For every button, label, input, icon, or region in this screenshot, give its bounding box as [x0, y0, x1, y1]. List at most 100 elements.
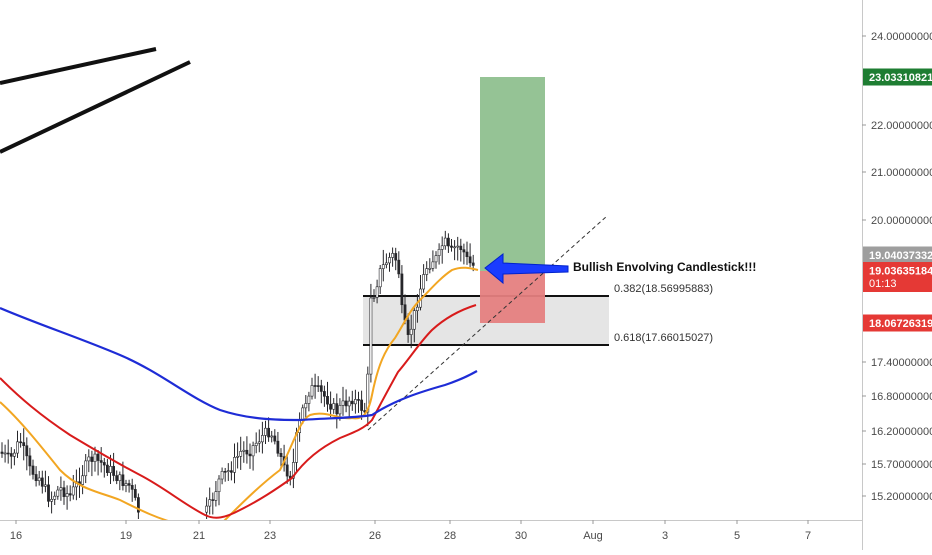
- candle-body: [133, 489, 137, 498]
- candle-body: [468, 256, 472, 264]
- candle-body: [6, 452, 10, 455]
- candle-body: [465, 251, 469, 258]
- candle-body: [437, 249, 441, 256]
- candle-body: [217, 478, 221, 492]
- candle-body: [40, 477, 44, 487]
- candle-body: [13, 452, 16, 457]
- candle-body: [279, 452, 283, 457]
- candle-body: [43, 484, 47, 487]
- trend-line: [0, 60, 191, 154]
- price-tick-label: 16.80000000: [871, 391, 932, 403]
- dashed-trend-line: [367, 215, 608, 431]
- candle-body: [381, 264, 385, 269]
- candle-body: [239, 451, 243, 457]
- candle-body: [3, 452, 7, 455]
- time-tick-label: Aug: [583, 530, 603, 542]
- candle-body: [0, 451, 4, 454]
- candle-body: [335, 403, 339, 415]
- candle-body: [360, 399, 364, 411]
- candle-body: [310, 385, 314, 397]
- candle-body: [378, 268, 382, 288]
- candle-body: [71, 486, 75, 496]
- candle-body: [220, 471, 224, 480]
- candle-body: [124, 483, 128, 487]
- candle-body: [471, 262, 475, 266]
- candle-body: [391, 253, 395, 258]
- candle-body: [353, 399, 357, 405]
- moving-average-slow: [0, 306, 478, 422]
- candle-body: [127, 483, 131, 486]
- candle-body: [440, 245, 444, 250]
- price-badge: [863, 68, 932, 86]
- candle-body: [459, 245, 463, 250]
- candle-body: [285, 464, 289, 477]
- candle-body: [233, 457, 236, 473]
- candle-body: [245, 449, 249, 455]
- candle-body: [81, 475, 85, 485]
- annotation-layer: Bullish Envolving Candlestick!!!: [484, 252, 756, 285]
- price-badge-label: 23.03310821: [869, 72, 932, 84]
- candle-body: [357, 399, 360, 401]
- price-axis: 24.00000000 22.00000000 21.00000000 20.0000…: [862, 0, 932, 550]
- candle-body: [115, 475, 119, 481]
- candle-body: [93, 453, 97, 462]
- candle-body: [254, 442, 258, 446]
- candle-body: [34, 474, 38, 482]
- candle-body: [99, 460, 103, 463]
- candle-body: [443, 237, 447, 247]
- candle-body: [415, 306, 419, 312]
- time-axis: 16 19 21 23 26 28 30 Aug 3 5 7: [0, 520, 862, 542]
- candle-body: [341, 400, 345, 406]
- candle-body: [422, 274, 426, 290]
- candle-body: [47, 484, 50, 502]
- candle-body: [226, 470, 230, 472]
- fib-level-label: 0.618(17.66015027): [614, 332, 713, 344]
- zones-layer: 0.382(18.56995883) 0.618(17.66015027): [363, 77, 713, 346]
- candle-body: [267, 427, 271, 438]
- candle-body: [106, 464, 109, 473]
- candle-body: [65, 493, 69, 497]
- moving-averages-layer: [0, 266, 479, 526]
- candle-body: [236, 456, 240, 458]
- candle-body: [251, 445, 255, 457]
- candle-body: [56, 489, 60, 497]
- candle-body: [90, 456, 94, 462]
- candle-body: [130, 485, 134, 490]
- candle-body: [270, 435, 274, 438]
- time-tick-label: 21: [193, 530, 205, 542]
- candle-body: [456, 245, 460, 248]
- time-tick-label: 23: [264, 530, 276, 542]
- candle-body: [9, 453, 13, 457]
- candle-body: [208, 499, 212, 507]
- price-tick-label: 20.00000000: [871, 215, 932, 227]
- candle-body: [211, 499, 215, 501]
- candle-body: [446, 237, 450, 247]
- price-badge-label: 19.04037332: [869, 250, 932, 262]
- annotation-arrow: [484, 252, 569, 285]
- candle-body: [329, 403, 333, 410]
- candle-body: [322, 391, 326, 397]
- candle-body: [84, 460, 88, 477]
- candle-body: [25, 445, 29, 457]
- candle-body: [369, 297, 373, 375]
- candle-body: [291, 462, 295, 479]
- candle-body: [59, 487, 63, 491]
- candle-body: [264, 427, 267, 436]
- time-tick-label: 7: [805, 530, 811, 542]
- price-badge-label: 19.03635184: [869, 266, 932, 278]
- price-tick-label: 15.20000000: [871, 491, 932, 503]
- candle-body: [230, 470, 233, 473]
- candle-body: [242, 449, 246, 452]
- candle-body: [121, 474, 125, 487]
- price-tick-label: 15.70000000: [871, 459, 932, 471]
- candle-body: [397, 259, 401, 275]
- moving-average-medium: [0, 304, 477, 519]
- candle-body: [273, 435, 277, 442]
- candle-body: [28, 455, 32, 467]
- price-tick-label: 22.00000000: [871, 120, 932, 132]
- candle-body: [68, 493, 72, 496]
- candle-body: [462, 249, 466, 253]
- candle-body: [388, 257, 391, 264]
- candle-body: [276, 440, 280, 454]
